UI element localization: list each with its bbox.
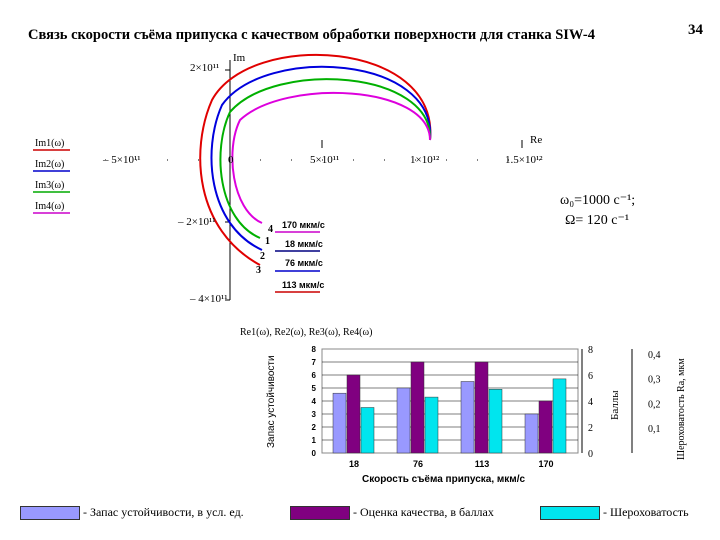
right-tick-label-balls: 8 [588,345,593,356]
curve-speed-170: 170 мкм/с [282,220,325,230]
bar [488,389,503,454]
right-axis1-label: Баллы [609,390,621,420]
y-tick-label: – 4×10¹¹ [190,293,228,305]
legend-im2: Im2(ω) [35,159,65,170]
right-tick-label-balls: 0 [588,449,593,460]
right-tick-label-balls: 2 [588,423,593,434]
bars [332,361,567,454]
right-tick-label-roughness: 0,4 [648,350,661,361]
y-ticks: 0 1 2 3 4 5 6 7 8 [312,345,317,458]
x-tick-label: 1×10¹² [410,154,440,166]
right-tick-label-roughness: 0,1 [648,424,661,435]
curve-speed-113: 113 мкм/с [282,280,325,290]
right-tick-label-roughness: 0,2 [648,399,661,410]
legend-swatch-roughness [540,506,600,521]
right-ticks-balls: 0 2 4 6 8 [588,345,593,460]
legend-item-stability: - Запас устойчивости, в усл. ед. [20,505,244,521]
curve-speed-18: 18 мкм/с [285,239,323,249]
legend-text-stability: - Запас устойчивости, в усл. ед. [83,505,244,519]
right-tick-label-roughness: 0,3 [648,375,661,386]
slide-title: Связь скорости съёма припуска с качество… [28,27,595,43]
re-functions-label: Re1(ω), Re2(ω), Re3(ω), Re4(ω) [240,327,373,338]
curve-num-4: 4 [268,224,273,235]
legend-text-quality: - Оценка качества, в баллах [353,505,494,519]
bar [410,361,425,454]
x-tick-label: 170 [538,459,553,469]
y-tick-label: 0 [312,449,317,458]
y-tick-label: – 2×10¹¹ [178,216,216,228]
curve-num-1: 1 [265,236,270,247]
x-tick-label: 1.5×10¹² [505,154,543,166]
y-tick-label: 8 [312,345,317,354]
bar [552,378,567,454]
legend-swatch-quality [290,506,350,521]
y-tick-label: 4 [312,397,317,406]
y-tick-label: 6 [312,371,317,380]
curve-im4 [231,91,431,224]
legend-text-roughness: - Шероховатость [603,505,689,519]
right-ticks-roughness: 0,1 0,2 0,3 0,4 [648,350,661,435]
bar [524,413,539,454]
right-axis2-label: Шероховатость Ra, мкм [676,358,687,460]
param-omega: Ω= 120 с⁻¹ [565,213,630,228]
legend-item-roughness: - Шероховатость [540,505,689,521]
curve-im1 [199,54,432,266]
bar [396,387,411,454]
curve-im2 [210,65,432,251]
im-axis-label: Im [233,52,246,64]
bar [346,374,361,454]
x-tick-label: 18 [349,459,359,469]
bar [474,361,489,454]
y-tick-label: 2×10¹¹ [190,62,220,74]
bar [460,381,475,454]
curve-num-2: 2 [260,251,265,262]
page-number: 34 [688,22,703,38]
x-tick-label: 76 [413,459,423,469]
y-tick-label: 3 [312,410,317,419]
right-tick-label-balls: 6 [588,371,593,382]
curve-num-3: 3 [256,265,261,276]
legend-item-quality: - Оценка качества, в баллах [290,505,494,521]
right-tick-label-balls: 4 [588,397,593,408]
x-tick-label: – 5×10¹¹ [103,154,141,166]
re-axis-label: Re [530,134,543,146]
legend-im4: Im4(ω) [35,201,65,212]
x-ticks: 18 76 113 170 [349,459,554,469]
curve-speed-76: 76 мкм/с [285,258,323,268]
y-tick-label: 7 [312,358,317,367]
x-tick-label: 113 [475,459,490,469]
curve-im3 [219,78,432,239]
bar [424,396,439,454]
y-tick-label: 2 [312,423,317,432]
y-tick-label: 5 [312,384,317,393]
param-omega0: ω₀=1000 с⁻¹; [560,193,636,208]
x-tick-label: 0 [228,154,234,166]
legend-im3: Im3(ω) [35,180,65,191]
x-axis-label: Скорость съёма припуска, мкм/с [362,474,526,485]
bar [538,400,553,454]
legend-swatch-stability [20,506,80,521]
y-axis-label: Запас устойчивости [266,355,277,448]
bar [332,392,347,454]
x-tick-label: 5×10¹¹ [310,154,340,166]
legend-im1: Im1(ω) [35,138,65,149]
bar [360,407,375,454]
y-tick-label: 1 [312,436,317,445]
